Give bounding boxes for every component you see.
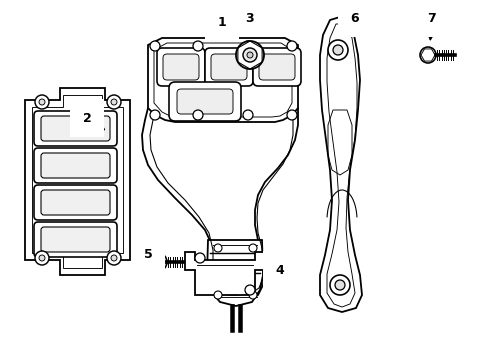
Text: 4: 4 — [275, 264, 284, 276]
Circle shape — [111, 255, 117, 261]
Circle shape — [246, 52, 252, 58]
FancyBboxPatch shape — [41, 190, 110, 215]
FancyBboxPatch shape — [210, 54, 246, 80]
Polygon shape — [184, 252, 264, 295]
Circle shape — [419, 47, 435, 63]
Circle shape — [334, 280, 345, 290]
FancyBboxPatch shape — [204, 48, 252, 86]
Circle shape — [107, 251, 121, 265]
Text: 3: 3 — [245, 12, 254, 24]
Circle shape — [244, 285, 254, 295]
Text: 7: 7 — [427, 12, 435, 24]
Circle shape — [236, 41, 264, 69]
Circle shape — [193, 41, 203, 51]
Circle shape — [286, 110, 296, 120]
Circle shape — [111, 99, 117, 105]
FancyBboxPatch shape — [34, 111, 117, 146]
Circle shape — [193, 110, 203, 120]
Circle shape — [150, 110, 160, 120]
FancyBboxPatch shape — [41, 116, 110, 141]
FancyBboxPatch shape — [41, 153, 110, 178]
Circle shape — [35, 251, 49, 265]
Polygon shape — [142, 108, 297, 300]
Polygon shape — [148, 38, 297, 122]
FancyBboxPatch shape — [177, 89, 232, 114]
FancyBboxPatch shape — [157, 48, 204, 86]
Circle shape — [214, 291, 222, 299]
Text: 1: 1 — [217, 15, 226, 28]
Circle shape — [286, 41, 296, 51]
Circle shape — [329, 275, 349, 295]
Circle shape — [214, 244, 222, 252]
Circle shape — [39, 99, 45, 105]
Circle shape — [107, 95, 121, 109]
Circle shape — [35, 95, 49, 109]
Circle shape — [248, 244, 257, 252]
Polygon shape — [25, 88, 130, 275]
Text: 6: 6 — [350, 12, 359, 24]
Text: 5: 5 — [143, 248, 152, 261]
Circle shape — [195, 253, 204, 263]
Circle shape — [243, 41, 252, 51]
FancyBboxPatch shape — [34, 148, 117, 183]
Circle shape — [243, 48, 257, 62]
Circle shape — [332, 45, 342, 55]
Circle shape — [248, 291, 257, 299]
FancyBboxPatch shape — [259, 54, 294, 80]
FancyBboxPatch shape — [169, 82, 241, 121]
FancyBboxPatch shape — [252, 48, 301, 86]
FancyBboxPatch shape — [163, 54, 199, 80]
Circle shape — [39, 255, 45, 261]
Polygon shape — [206, 240, 263, 306]
Text: 2: 2 — [82, 112, 91, 125]
FancyBboxPatch shape — [34, 222, 117, 257]
Circle shape — [327, 40, 347, 60]
Circle shape — [149, 253, 167, 271]
Circle shape — [150, 41, 160, 51]
Polygon shape — [319, 17, 361, 312]
FancyBboxPatch shape — [41, 227, 110, 252]
Circle shape — [243, 110, 252, 120]
FancyBboxPatch shape — [34, 185, 117, 220]
